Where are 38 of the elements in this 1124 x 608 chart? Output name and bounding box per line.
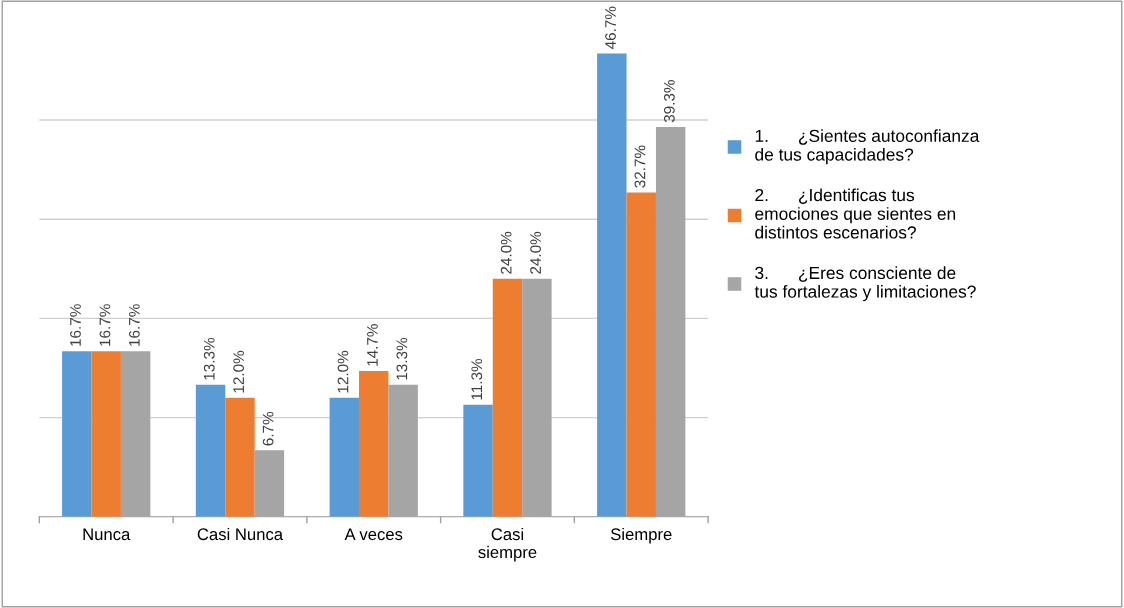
bar [120, 351, 151, 517]
bar [195, 384, 226, 517]
bar [254, 450, 285, 517]
bar [522, 278, 552, 517]
bar [329, 397, 360, 517]
data-label: 46.7% [605, 6, 616, 50]
bar [655, 126, 686, 517]
bar [62, 351, 92, 517]
data-label: 12.0% [233, 350, 245, 393]
legend-label: 2. ¿Identificas tus emociones que sientes en distintos escenarios? [755, 188, 956, 239]
legend-label: 1. ¿Sientes autoconfianza de tus capacidades? [755, 129, 980, 165]
bar [626, 192, 656, 517]
data-label: 13.3% [396, 337, 408, 380]
bar [597, 53, 627, 517]
x-tick-label: Nunca [83, 528, 131, 541]
x-tick-label: Casi Nunca [197, 527, 284, 541]
x-tick-label: A veces [344, 528, 403, 541]
legend-label: 3. ¿Eres consciente de tus fortalezas y limitaciones? [754, 266, 976, 302]
bar [91, 351, 121, 517]
x-tick-label: Siempre [610, 527, 672, 544]
x-tick-label: Casi siempre [478, 527, 537, 562]
bar [359, 370, 389, 517]
bar [463, 404, 493, 517]
data-label: 24.0% [530, 231, 542, 274]
data-label: 24.0% [500, 231, 512, 274]
bar [225, 397, 255, 517]
data-label: 16.7% [70, 304, 81, 346]
data-label: 16.7% [99, 304, 111, 346]
data-label: 39.3% [663, 80, 675, 123]
data-label: 13.3% [203, 337, 215, 380]
bar [492, 278, 523, 517]
data-label: 6.7% [262, 411, 274, 446]
data-label: 32.7% [634, 145, 646, 188]
data-label: 12.0% [337, 350, 349, 393]
bar [388, 384, 418, 517]
data-label: 16.7% [128, 304, 140, 346]
data-label: 14.7% [367, 324, 378, 366]
data-label: 11.3% [471, 358, 483, 400]
